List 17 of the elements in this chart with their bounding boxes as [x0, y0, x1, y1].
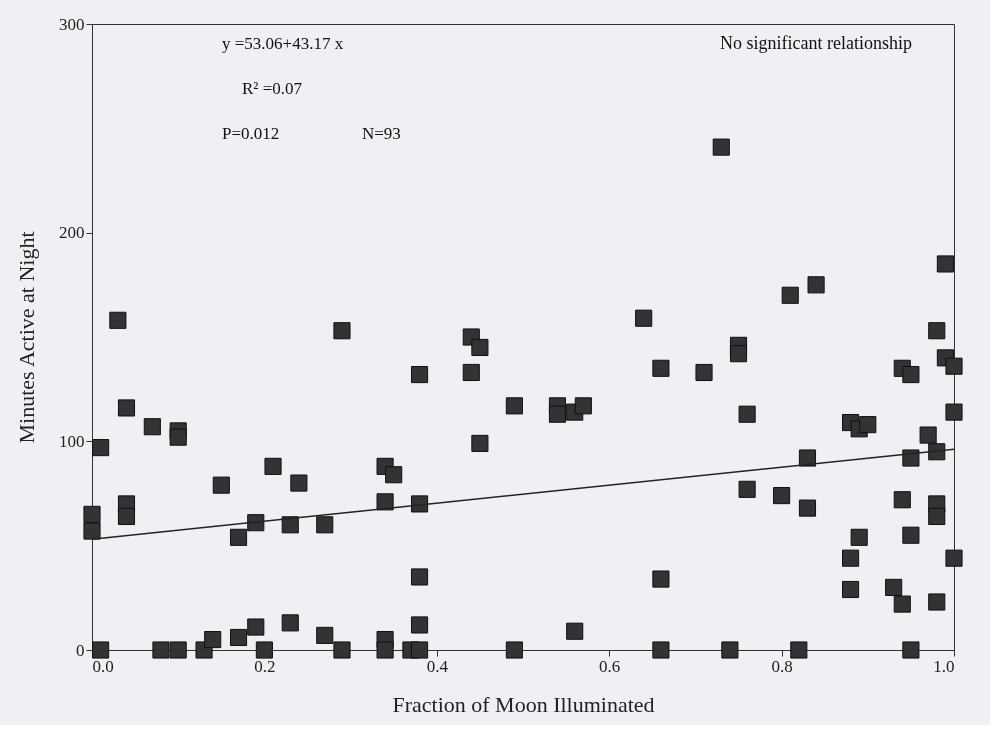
x-tick-label: 1.0 — [933, 656, 955, 676]
x-tick-label: 0.6 — [599, 656, 621, 676]
annotation: y =53.06+43.17 x — [222, 34, 344, 53]
x-tick-label: 0.0 — [92, 656, 114, 676]
annotation: N=93 — [362, 124, 401, 143]
x-tick-label: 0.2 — [254, 656, 276, 676]
annotation: No significant relationship — [720, 33, 912, 53]
x-axis-title: Fraction of Moon Illuminated — [392, 691, 655, 717]
y-tick-label: 0 — [76, 640, 85, 660]
x-tick-label: 0.8 — [771, 656, 793, 676]
y-tick-label: 100 — [59, 431, 85, 451]
y-tick-label: 200 — [59, 223, 85, 243]
y-axis-title: Minutes Active at Night — [14, 231, 39, 444]
x-tick-label: 0.4 — [426, 656, 449, 676]
annotation: R² =0.07 — [242, 79, 303, 98]
annotation: P=0.012 — [222, 124, 280, 143]
y-tick-label: 300 — [59, 14, 85, 34]
